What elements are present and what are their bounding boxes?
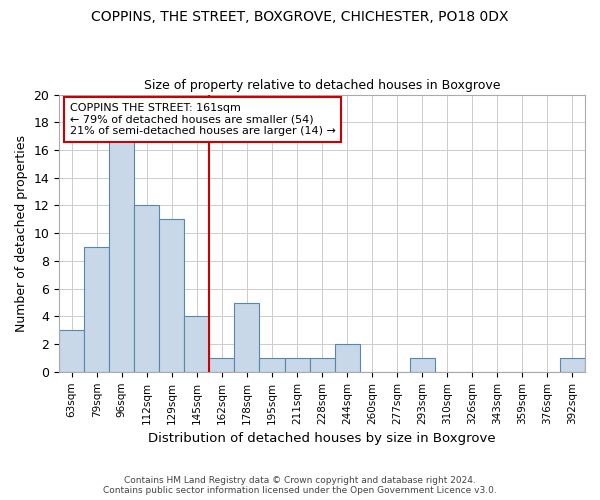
Bar — [259, 358, 284, 372]
Text: COPPINS, THE STREET, BOXGROVE, CHICHESTER, PO18 0DX: COPPINS, THE STREET, BOXGROVE, CHICHESTE… — [91, 10, 509, 24]
Bar — [134, 206, 160, 372]
Bar — [160, 220, 184, 372]
Bar — [59, 330, 84, 372]
Text: COPPINS THE STREET: 161sqm
← 79% of detached houses are smaller (54)
21% of semi: COPPINS THE STREET: 161sqm ← 79% of deta… — [70, 103, 335, 136]
Bar — [209, 358, 235, 372]
Y-axis label: Number of detached properties: Number of detached properties — [15, 134, 28, 332]
Bar — [109, 136, 134, 372]
Bar — [184, 316, 209, 372]
Bar — [310, 358, 335, 372]
Bar — [335, 344, 359, 372]
Title: Size of property relative to detached houses in Boxgrove: Size of property relative to detached ho… — [144, 79, 500, 92]
Bar — [560, 358, 585, 372]
Bar — [84, 247, 109, 372]
X-axis label: Distribution of detached houses by size in Boxgrove: Distribution of detached houses by size … — [148, 432, 496, 445]
Bar — [235, 302, 259, 372]
Bar — [284, 358, 310, 372]
Bar — [410, 358, 435, 372]
Text: Contains HM Land Registry data © Crown copyright and database right 2024.
Contai: Contains HM Land Registry data © Crown c… — [103, 476, 497, 495]
